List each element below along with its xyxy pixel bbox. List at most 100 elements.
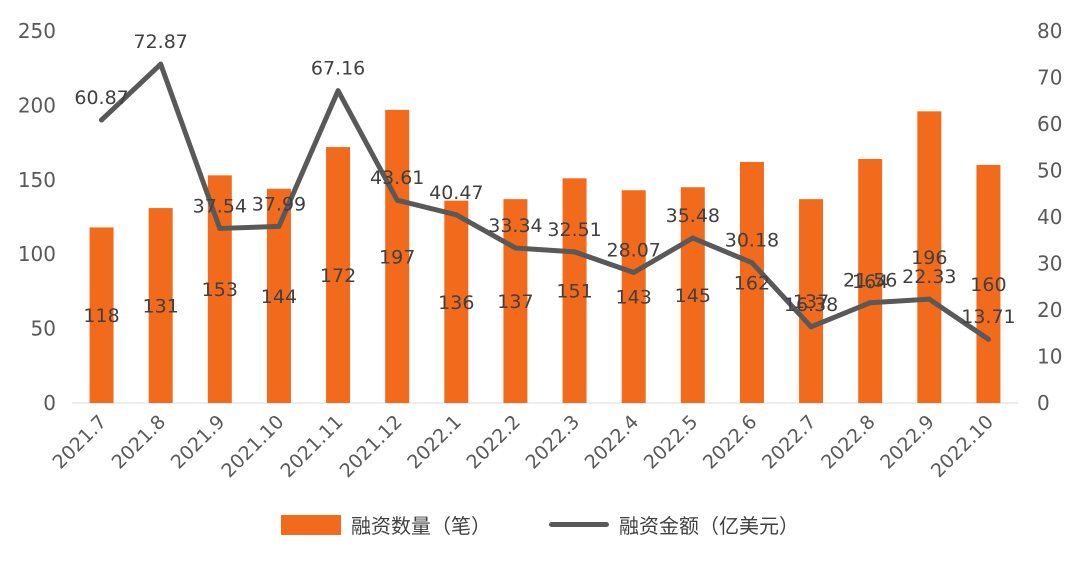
x-axis-tick: 2022.6 xyxy=(699,411,762,474)
line-point xyxy=(394,197,400,203)
x-axis-tick: 2022.10 xyxy=(927,411,998,482)
line-data-labels: 60.87 72.87 37.54 37.99 67.16 43.6140.4733.34… xyxy=(74,31,1015,328)
left-axis: 0 50 100 150 200 250 xyxy=(18,19,56,415)
bar xyxy=(858,158,883,403)
line-point xyxy=(276,223,282,229)
x-axis-tick: 2021.11 xyxy=(276,411,347,482)
left-axis-tick: 150 xyxy=(18,168,56,192)
line-data-label: 37.99 xyxy=(252,193,306,215)
bar-data-label: 172 xyxy=(320,265,356,287)
line-data-label: 40.47 xyxy=(429,182,483,204)
left-axis-tick: 100 xyxy=(18,242,56,266)
bar xyxy=(562,178,587,403)
x-axis-tick: 2021.12 xyxy=(336,411,407,482)
line-point xyxy=(867,300,873,306)
bar-data-label: 151 xyxy=(556,281,592,303)
left-axis-tick: 0 xyxy=(43,391,56,415)
line-data-label: 30.18 xyxy=(725,230,779,252)
x-axis-tick: 2022.8 xyxy=(817,411,880,474)
line-data-label: 35.48 xyxy=(666,205,720,227)
right-axis-tick: 10 xyxy=(1037,345,1062,369)
left-axis-tick: 250 xyxy=(18,19,56,43)
line-point xyxy=(99,117,105,123)
right-axis: 0 10 20 30 40 50 60 70 80 xyxy=(1037,19,1062,415)
line-data-label: 32.51 xyxy=(547,219,601,241)
right-axis-tick: 40 xyxy=(1037,205,1062,229)
bar xyxy=(148,208,173,403)
bar xyxy=(385,109,410,403)
legend-label-count: 融资数量（笔） xyxy=(351,514,491,538)
bar xyxy=(917,111,942,404)
bar-data-label: 153 xyxy=(202,279,238,301)
bar-data-label: 160 xyxy=(970,274,1006,296)
line-point xyxy=(926,296,932,302)
line-point xyxy=(572,249,578,255)
x-axis-tick: 2022.3 xyxy=(522,411,585,474)
bar-data-label: 145 xyxy=(675,285,711,307)
left-axis-tick: 200 xyxy=(18,93,56,117)
bar xyxy=(326,147,351,403)
x-axis-tick: 2022.1 xyxy=(403,411,466,474)
line-point xyxy=(985,336,991,342)
line-point xyxy=(335,88,341,94)
line-data-label: 72.87 xyxy=(133,31,187,53)
line-point xyxy=(631,269,637,275)
bar xyxy=(444,200,469,403)
bar xyxy=(739,161,764,403)
bar xyxy=(976,164,1001,403)
line-data-label: 37.54 xyxy=(193,195,247,217)
bar-data-label: 131 xyxy=(143,296,179,318)
legend-item-count: 融资数量（笔） xyxy=(281,510,491,539)
line-data-label: 22.33 xyxy=(902,266,956,288)
right-axis-tick: 60 xyxy=(1037,112,1062,136)
bar-data-label: 137 xyxy=(793,291,829,313)
chart: 0 50 100 150 200 250 0 10 20 30 40 50 60 70 80 118 131… xyxy=(18,19,1063,482)
line-data-label: 28.07 xyxy=(606,239,660,261)
legend-line-swatch xyxy=(549,522,609,527)
x-axis-tick: 2022.2 xyxy=(462,411,525,474)
bar-data-label: 118 xyxy=(83,305,119,327)
left-axis-tick: 50 xyxy=(31,317,56,341)
bar-data-label: 196 xyxy=(911,247,947,269)
bar xyxy=(680,187,705,403)
legend-label-amount: 融资金额（亿美元） xyxy=(619,514,799,538)
bar-data-label: 137 xyxy=(497,291,533,313)
x-axis-tick: 2022.4 xyxy=(581,411,644,474)
bar xyxy=(799,199,824,403)
bar-data-label: 162 xyxy=(734,272,770,294)
line-point xyxy=(749,260,755,266)
right-axis-tick: 30 xyxy=(1037,252,1062,276)
x-axis-tick: 2021.8 xyxy=(108,411,171,474)
line-data-label: 60.87 xyxy=(74,87,128,109)
bar-data-label: 164 xyxy=(852,271,888,293)
line-data-label: 21.56 xyxy=(843,270,897,292)
bar-data-label: 197 xyxy=(379,246,415,268)
line-point xyxy=(453,212,459,218)
line-data-label: 43.61 xyxy=(370,167,424,189)
right-axis-tick: 20 xyxy=(1037,298,1062,322)
x-axis-tick: 2021.7 xyxy=(49,411,112,474)
bar-data-label: 144 xyxy=(261,286,297,308)
legend-item-amount: 融资金额（亿美元） xyxy=(549,510,799,539)
x-axis-tick: 2022.7 xyxy=(758,411,821,474)
line-series xyxy=(99,61,991,342)
line-point xyxy=(808,324,814,330)
bar-series xyxy=(89,109,1001,404)
bar-data-label: 143 xyxy=(616,287,652,309)
x-axis-tick: 2021.10 xyxy=(217,411,288,482)
amount-line xyxy=(99,61,991,342)
legend: 融资数量（笔） 融资金额（亿美元） xyxy=(0,510,1080,539)
line-point xyxy=(158,61,164,67)
line-point xyxy=(217,225,223,231)
right-axis-tick: 80 xyxy=(1037,19,1062,43)
line-point xyxy=(512,245,518,251)
bar xyxy=(89,227,114,403)
right-axis-tick: 0 xyxy=(1037,391,1050,415)
right-axis-tick: 70 xyxy=(1037,66,1062,90)
x-axis-tick: 2022.5 xyxy=(640,411,703,474)
line-data-label: 13.71 xyxy=(961,306,1015,328)
line-data-label: 33.34 xyxy=(488,215,542,237)
line-data-label: 67.16 xyxy=(311,58,365,80)
bar xyxy=(621,190,646,403)
